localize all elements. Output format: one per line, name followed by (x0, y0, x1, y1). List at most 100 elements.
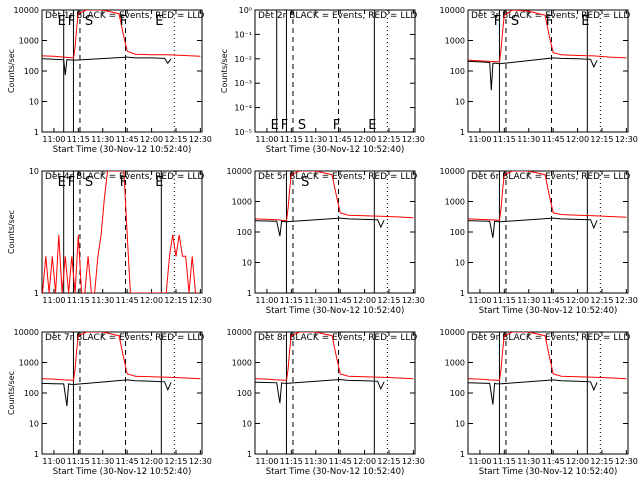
marker-label: F (68, 14, 75, 29)
y-tick-label: 10 (29, 420, 39, 429)
x-tick-label: 12:15 (164, 135, 187, 144)
x-tick-label: 12:00 (566, 135, 589, 144)
x-tick-label: 12:15 (590, 457, 613, 466)
x-axis-label: Start Time (30-Nov-12 10:52:40) (266, 145, 405, 155)
y-tick-label: 10⁰ (239, 6, 252, 15)
x-tick-label: 11:30 (304, 457, 327, 466)
y-tick-label: 1 (460, 128, 465, 137)
lld-series-line (468, 332, 627, 381)
y-tick-label: 1 (247, 450, 252, 459)
x-tick-label: 12:15 (590, 296, 613, 305)
marker-label: E (271, 118, 279, 133)
marker-label: E (58, 175, 66, 190)
x-tick-label: 11:45 (329, 135, 352, 144)
x-tick-label: 11:45 (329, 296, 352, 305)
y-tick-label: 1 (460, 289, 465, 298)
y-axis-label: Counts/sec (7, 49, 16, 93)
x-tick-label: 11:30 (91, 296, 114, 305)
x-tick-label: 11:30 (91, 135, 114, 144)
events-series-line (468, 217, 598, 238)
x-tick-label: 12:30 (402, 296, 425, 305)
marker-label: S (511, 14, 519, 29)
x-axis-label: Start Time (30-Nov-12 10:52:40) (53, 145, 192, 155)
x-tick-label: 11:00 (468, 296, 491, 305)
x-tick-label: 12:15 (377, 296, 400, 305)
y-tick-label: 1 (460, 450, 465, 459)
y-tick-label: 10 (455, 420, 465, 429)
y-tick-label: 100 (24, 67, 39, 76)
x-axis-label: Start Time (30-Nov-12 10:52:40) (266, 306, 405, 316)
panel-title: Det 2r BLACK = Events, RED = LLD (258, 11, 417, 21)
x-tick-label: 11:00 (42, 135, 65, 144)
y-tick-label: 100 (24, 389, 39, 398)
marker-label: S (85, 175, 93, 190)
events-series-line (42, 56, 172, 76)
panel-title: Det 5r BLACK = Events, RED = LLD (258, 172, 417, 182)
lld-series-line (255, 332, 414, 381)
x-tick-label: 11:45 (116, 296, 139, 305)
x-tick-label: 12:00 (140, 296, 163, 305)
x-tick-label: 12:00 (566, 457, 589, 466)
x-tick-label: 12:30 (402, 457, 425, 466)
x-tick-label: 11:15 (67, 296, 90, 305)
marker-label: F (494, 14, 501, 29)
y-tick-label: 1000 (445, 198, 465, 207)
events-series-line (255, 217, 385, 237)
y-axis-label: Counts/sec (7, 210, 16, 254)
x-tick-label: 11:15 (280, 296, 303, 305)
panel-title: Det 7r BLACK = Events, RED = LLD (45, 333, 204, 343)
x-tick-label: 11:15 (67, 135, 90, 144)
y-axis-label: Counts/sec (220, 49, 229, 93)
x-tick-label: 12:15 (590, 135, 613, 144)
y-tick-label: 10 (242, 259, 252, 268)
x-tick-label: 11:30 (517, 457, 540, 466)
y-tick-label: 10000 (440, 167, 465, 176)
y-tick-label: 10⁻³ (234, 79, 252, 88)
events-series-line (468, 379, 598, 405)
panel-title: Det 6r BLACK = Events, RED = LLD (471, 172, 630, 182)
marker-label: E (155, 14, 163, 29)
y-tick-label: 1000 (232, 198, 252, 207)
x-tick-label: 11:15 (67, 457, 90, 466)
x-tick-label: 11:00 (255, 457, 278, 466)
y-tick-label: 10000 (227, 167, 252, 176)
y-tick-label: 100 (237, 228, 252, 237)
panel-det-7r: Det 7r BLACK = Events, RED = LLD 11:00 11:… (7, 328, 212, 477)
y-tick-label: 1000 (19, 37, 39, 46)
marker-label: E (368, 118, 376, 133)
x-tick-label: 11:00 (255, 135, 278, 144)
y-tick-label: 1 (34, 450, 39, 459)
y-axis-label: Counts/sec (7, 371, 16, 415)
y-tick-label: 10 (455, 98, 465, 107)
x-tick-label: 11:30 (304, 296, 327, 305)
y-tick-label: 10⁻² (234, 55, 252, 64)
x-tick-label: 11:45 (542, 135, 565, 144)
y-tick-label: 1000 (445, 37, 465, 46)
panel-title: Det 1r BLACK = Events, RED = LLD (45, 11, 204, 21)
y-tick-label: 10 (242, 420, 252, 429)
x-tick-label: 11:15 (280, 135, 303, 144)
marker-label: E (155, 175, 163, 190)
lld-series-line (468, 171, 627, 221)
y-tick-label: 10000 (440, 6, 465, 15)
lld-series-line (42, 171, 199, 293)
y-tick-label: 10⁻¹ (234, 30, 252, 39)
y-tick-label: 10 (455, 259, 465, 268)
marker-label: F (546, 14, 553, 29)
y-tick-label: 1000 (232, 359, 252, 368)
x-tick-label: 11:15 (493, 457, 516, 466)
x-tick-label: 12:15 (377, 135, 400, 144)
x-tick-label: 11:30 (517, 135, 540, 144)
marker-label: F (68, 175, 75, 190)
x-tick-label: 12:30 (189, 457, 212, 466)
y-tick-label: 10000 (14, 6, 39, 15)
marker-label: S (298, 118, 306, 133)
x-tick-label: 11:00 (42, 457, 65, 466)
